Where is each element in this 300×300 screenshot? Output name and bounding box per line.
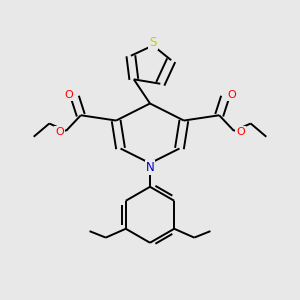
Text: O: O: [236, 127, 245, 137]
Text: O: O: [55, 127, 64, 137]
Text: S: S: [149, 36, 157, 49]
Text: O: O: [227, 90, 236, 100]
Text: O: O: [64, 90, 73, 100]
Text: N: N: [146, 160, 154, 174]
